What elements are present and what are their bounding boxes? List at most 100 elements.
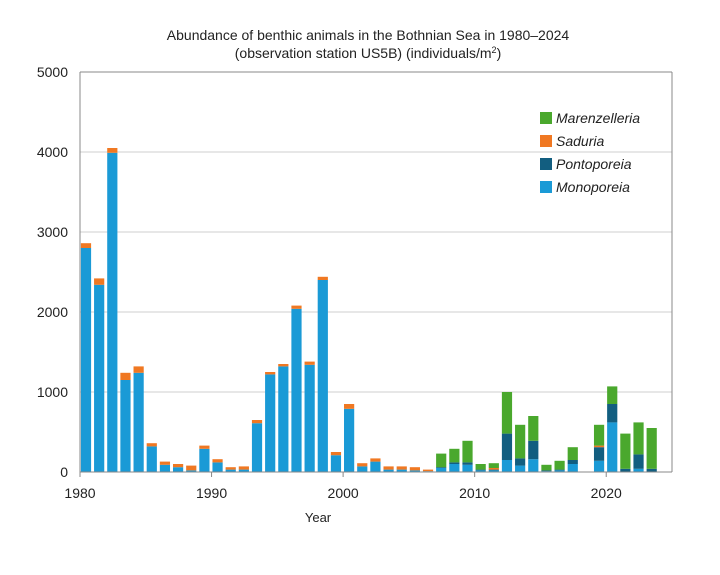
bar-pontoporeia-2013 — [515, 458, 526, 466]
chart-subtitle: (observation station US5B) (individuals/… — [235, 45, 501, 61]
y-tick-label-2000: 2000 — [37, 304, 68, 320]
bar-saduria-2001 — [357, 463, 368, 467]
bar-monoporeia-1980 — [80, 248, 92, 472]
bar-saduria-1994 — [265, 372, 276, 375]
bar-marenzelleria-2009 — [462, 440, 473, 463]
bar-monoporeia-2003 — [383, 469, 394, 472]
chart-subtitle-close: ) — [497, 45, 502, 61]
bar-monoporeia-1991 — [225, 469, 236, 472]
bar-marenzelleria-2013 — [515, 424, 526, 459]
bar-saduria-1992 — [238, 466, 249, 470]
bar-pontoporeia-2008 — [449, 462, 460, 464]
bar-saduria-1987 — [172, 464, 184, 468]
bar-monoporeia-2013 — [515, 465, 526, 472]
y-tick-label-3000: 3000 — [37, 224, 68, 240]
bar-saduria-2011 — [488, 468, 499, 470]
bar-pontoporeia-2014 — [528, 440, 539, 460]
bar-saduria-2019 — [593, 445, 605, 448]
bar-saduria-2000 — [344, 404, 355, 409]
bar-pontoporeia-2021 — [620, 468, 631, 472]
bar-monoporeia-2002 — [370, 461, 381, 472]
bar-monoporeia-1984 — [133, 372, 144, 472]
bar-pontoporeia-2020 — [607, 404, 618, 423]
bar-saduria-2005 — [409, 467, 420, 471]
bar-monoporeia-2004 — [396, 469, 407, 472]
bar-marenzelleria-2007 — [436, 453, 447, 468]
bar-monoporeia-1985 — [146, 446, 157, 472]
bar-saduria-1997 — [304, 361, 315, 365]
bar-monoporeia-2005 — [409, 470, 420, 472]
bar-marenzelleria-2012 — [501, 392, 513, 434]
x-axis-label: Year — [305, 510, 332, 525]
bar-pontoporeia-2019 — [593, 447, 605, 461]
bar-monoporeia-1994 — [265, 374, 276, 472]
bar-monoporeia-1992 — [238, 469, 249, 472]
bar-saduria-1981 — [94, 278, 105, 285]
bar-marenzelleria-2023 — [646, 428, 657, 469]
bar-saduria-1999 — [330, 452, 342, 456]
bar-pontoporeia-2015 — [541, 470, 552, 472]
chart-subtitle-superscript: 2 — [492, 45, 497, 55]
bar-marenzelleria-2011 — [488, 463, 499, 468]
bar-saduria-1988 — [186, 465, 197, 471]
bar-pontoporeia-2023 — [646, 468, 657, 472]
bar-saduria-1989 — [199, 445, 210, 449]
legend-label-marenzelleria: Marenzelleria — [556, 110, 640, 126]
bar-marenzelleria-2008 — [449, 448, 460, 463]
legend-swatch-saduria — [540, 135, 552, 147]
bar-saduria-2003 — [383, 466, 394, 470]
bar-monoporeia-1982 — [107, 152, 118, 473]
bar-saduria-2004 — [396, 466, 407, 470]
x-tick-label-1990: 1990 — [196, 485, 227, 501]
bar-monoporeia-1986 — [159, 464, 171, 472]
bar-saduria-1993 — [251, 420, 263, 424]
bar-monoporeia-2001 — [357, 466, 368, 472]
bar-marenzelleria-2019 — [593, 424, 605, 446]
bar-pontoporeia-2016 — [554, 469, 565, 471]
bar-saduria-1983 — [120, 372, 131, 380]
bar-monoporeia-1995 — [278, 366, 289, 472]
bar-monoporeia-1998 — [317, 280, 328, 472]
legend-swatch-pontoporeia — [540, 158, 552, 170]
bar-saduria-1990 — [212, 459, 223, 463]
bar-monoporeia-2000 — [344, 408, 355, 472]
bar-saduria-1985 — [146, 443, 157, 447]
bar-pontoporeia-2017 — [567, 460, 578, 464]
bar-pontoporeia-2022 — [633, 454, 644, 469]
x-tick-label-2020: 2020 — [591, 485, 622, 501]
y-tick-label-4000: 4000 — [37, 144, 68, 160]
bar-marenzelleria-2014 — [528, 416, 539, 441]
bar-monoporeia-1997 — [304, 364, 315, 472]
bar-marenzelleria-2021 — [620, 433, 631, 469]
bar-saduria-1984 — [133, 366, 144, 373]
bar-saduria-1998 — [317, 276, 328, 280]
bar-marenzelleria-2010 — [475, 464, 486, 470]
bar-monoporeia-1990 — [212, 462, 223, 472]
bar-marenzelleria-2015 — [541, 464, 552, 471]
bar-pontoporeia-2009 — [462, 462, 473, 465]
bar-marenzelleria-2022 — [633, 422, 644, 455]
bar-monoporeia-1993 — [251, 423, 263, 472]
chart-subtitle-main: (observation station US5B) (individuals/… — [235, 45, 492, 61]
x-tick-label-2010: 2010 — [459, 485, 490, 501]
bar-monoporeia-2022 — [633, 468, 644, 472]
axes — [79, 71, 673, 473]
bar-monoporeia-2012 — [501, 460, 513, 472]
y-tick-label-1000: 1000 — [37, 384, 68, 400]
bar-marenzelleria-2017 — [567, 447, 578, 460]
bar-monoporeia-2008 — [449, 464, 460, 472]
bar-monoporeia-1996 — [291, 308, 302, 472]
bar-saduria-1995 — [278, 364, 289, 367]
y-tick-label-0: 0 — [60, 464, 68, 480]
bar-pontoporeia-2010 — [475, 469, 486, 471]
bar-saduria-1982 — [107, 148, 118, 153]
bar-monoporeia-1999 — [330, 455, 342, 472]
bar-monoporeia-2020 — [607, 422, 618, 472]
bar-saduria-2002 — [370, 458, 381, 462]
bar-pontoporeia-2011 — [488, 469, 499, 471]
bar-monoporeia-2019 — [593, 460, 605, 472]
bar-monoporeia-1989 — [199, 448, 210, 472]
bar-saduria-1991 — [225, 467, 236, 470]
legend: Marenzelleria Saduria Pontoporeia Monoporei… — [540, 110, 640, 195]
